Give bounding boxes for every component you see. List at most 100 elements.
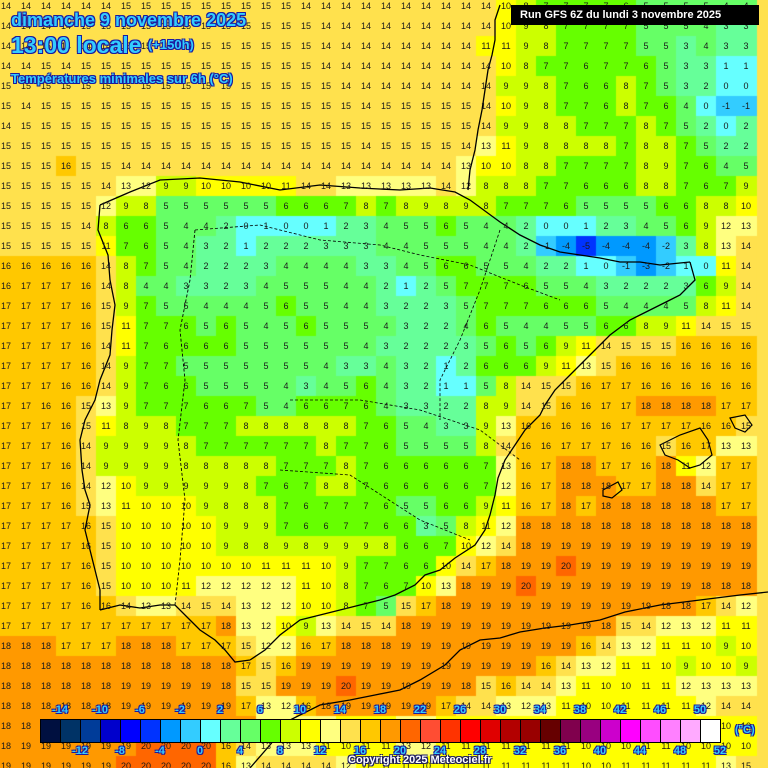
grid-value: 15 — [100, 321, 111, 331]
legend-swatch — [161, 720, 181, 742]
grid-value: 8 — [183, 441, 189, 451]
grid-value: 14 — [320, 41, 331, 51]
grid-value: 17 — [40, 361, 51, 371]
grid-value: 4 — [183, 261, 189, 271]
forecast-time: 13:00 locale — [11, 32, 142, 58]
grid-value: 11 — [281, 181, 291, 191]
grid-value: 17 — [60, 641, 71, 651]
grid-value: 15 — [440, 121, 451, 131]
grid-value: 14 — [360, 161, 371, 171]
grid-value: 15 — [220, 1, 231, 11]
grid-value: 17 — [60, 341, 71, 351]
grid-value: 18 — [700, 581, 711, 591]
grid-value: 11 — [381, 741, 391, 751]
grid-value: 8 — [543, 81, 549, 91]
grid-value: 3 — [263, 261, 269, 271]
grid-value: 14 — [80, 461, 91, 471]
grid-value: 16 — [60, 161, 71, 171]
legend-swatch — [341, 720, 361, 742]
grid-value: 3 — [343, 241, 349, 251]
grid-value: 17 — [560, 441, 571, 451]
grid-value: 4 — [383, 221, 389, 231]
grid-value: 14 — [80, 441, 91, 451]
grid-value: 14 — [320, 161, 331, 171]
grid-value: 15 — [320, 101, 331, 111]
grid-value: 17 — [200, 621, 211, 631]
grid-value: 14 — [520, 681, 531, 691]
grid-value: 10 — [180, 521, 191, 531]
grid-value: 15 — [100, 121, 111, 131]
grid-value: 10 — [180, 541, 191, 551]
grid-value: 17 — [80, 621, 91, 631]
grid-value: 10 — [580, 701, 591, 711]
grid-value: 17 — [180, 641, 191, 651]
grid-value: 18 — [140, 661, 151, 671]
grid-value: 11 — [681, 701, 691, 711]
grid-value: 15 — [220, 141, 231, 151]
grid-value: 14 — [460, 561, 471, 571]
grid-value: 12 — [680, 681, 691, 691]
grid-value: 19 — [60, 761, 71, 768]
grid-value: 12 — [700, 461, 711, 471]
grid-value: 10 — [180, 501, 191, 511]
grid-value: 10 — [620, 741, 631, 751]
grid-value: 7 — [563, 21, 569, 31]
grid-value: 18 — [440, 601, 451, 611]
grid-value: 10 — [140, 561, 151, 571]
grid-value: 15 — [160, 81, 171, 91]
grid-value: 14 — [480, 21, 491, 31]
grid-value: 17 — [240, 701, 251, 711]
grid-value: 15 — [100, 161, 111, 171]
grid-value: 14 — [740, 281, 751, 291]
grid-value: 12 — [520, 701, 531, 711]
grid-value: 8 — [403, 201, 409, 211]
grid-value: 9 — [163, 481, 169, 491]
grid-value: 12 — [280, 601, 291, 611]
grid-value: 15 — [120, 41, 131, 51]
grid-value: 15 — [260, 661, 271, 671]
grid-value: 15 — [160, 1, 171, 11]
grid-value: 3 — [363, 241, 369, 251]
grid-value: 12 — [340, 761, 351, 768]
grid-value: 20 — [140, 761, 151, 768]
grid-value: 14 — [0, 61, 11, 71]
grid-value: 5 — [423, 221, 429, 231]
grid-value: 2 — [343, 221, 349, 231]
grid-value: 15 — [480, 681, 491, 691]
grid-value: 17 — [20, 421, 31, 431]
grid-value: 15 — [140, 21, 151, 31]
grid-value: 10 — [500, 161, 511, 171]
grid-value: 7 — [603, 121, 609, 131]
grid-value: 14 — [420, 21, 431, 31]
grid-value: 7 — [363, 581, 369, 591]
grid-value: 15 — [180, 101, 191, 111]
grid-value: 7 — [343, 201, 349, 211]
grid-value: 6 — [143, 241, 149, 251]
grid-value: 13 — [720, 681, 731, 691]
grid-value: 14 — [380, 161, 391, 171]
grid-value: 8 — [603, 141, 609, 151]
legend-swatch — [301, 720, 321, 742]
grid-value: 2 — [703, 121, 709, 131]
grid-value: 6 — [483, 321, 489, 331]
grid-value: 10 — [720, 661, 731, 671]
grid-value: 5 — [283, 361, 289, 371]
grid-value: 14 — [260, 161, 271, 171]
grid-value: 11 — [301, 561, 311, 571]
legend-label: 46 — [653, 704, 667, 716]
grid-value: 15 — [260, 121, 271, 131]
grid-value: 17 — [60, 581, 71, 591]
grid-value: 14 — [320, 21, 331, 31]
legend-label: 12 — [313, 745, 327, 757]
grid-value: 5 — [583, 321, 589, 331]
grid-value: 9 — [123, 441, 129, 451]
grid-value: 2 — [223, 261, 229, 271]
grid-value: 19 — [300, 681, 311, 691]
grid-value: 18 — [380, 641, 391, 651]
grid-value: 15 — [80, 421, 91, 431]
grid-value: 18 — [640, 521, 651, 531]
grid-value: 10 — [580, 761, 591, 768]
grid-value: 6 — [443, 501, 449, 511]
grid-value: 7 — [243, 401, 249, 411]
legend-label: 26 — [453, 704, 467, 716]
